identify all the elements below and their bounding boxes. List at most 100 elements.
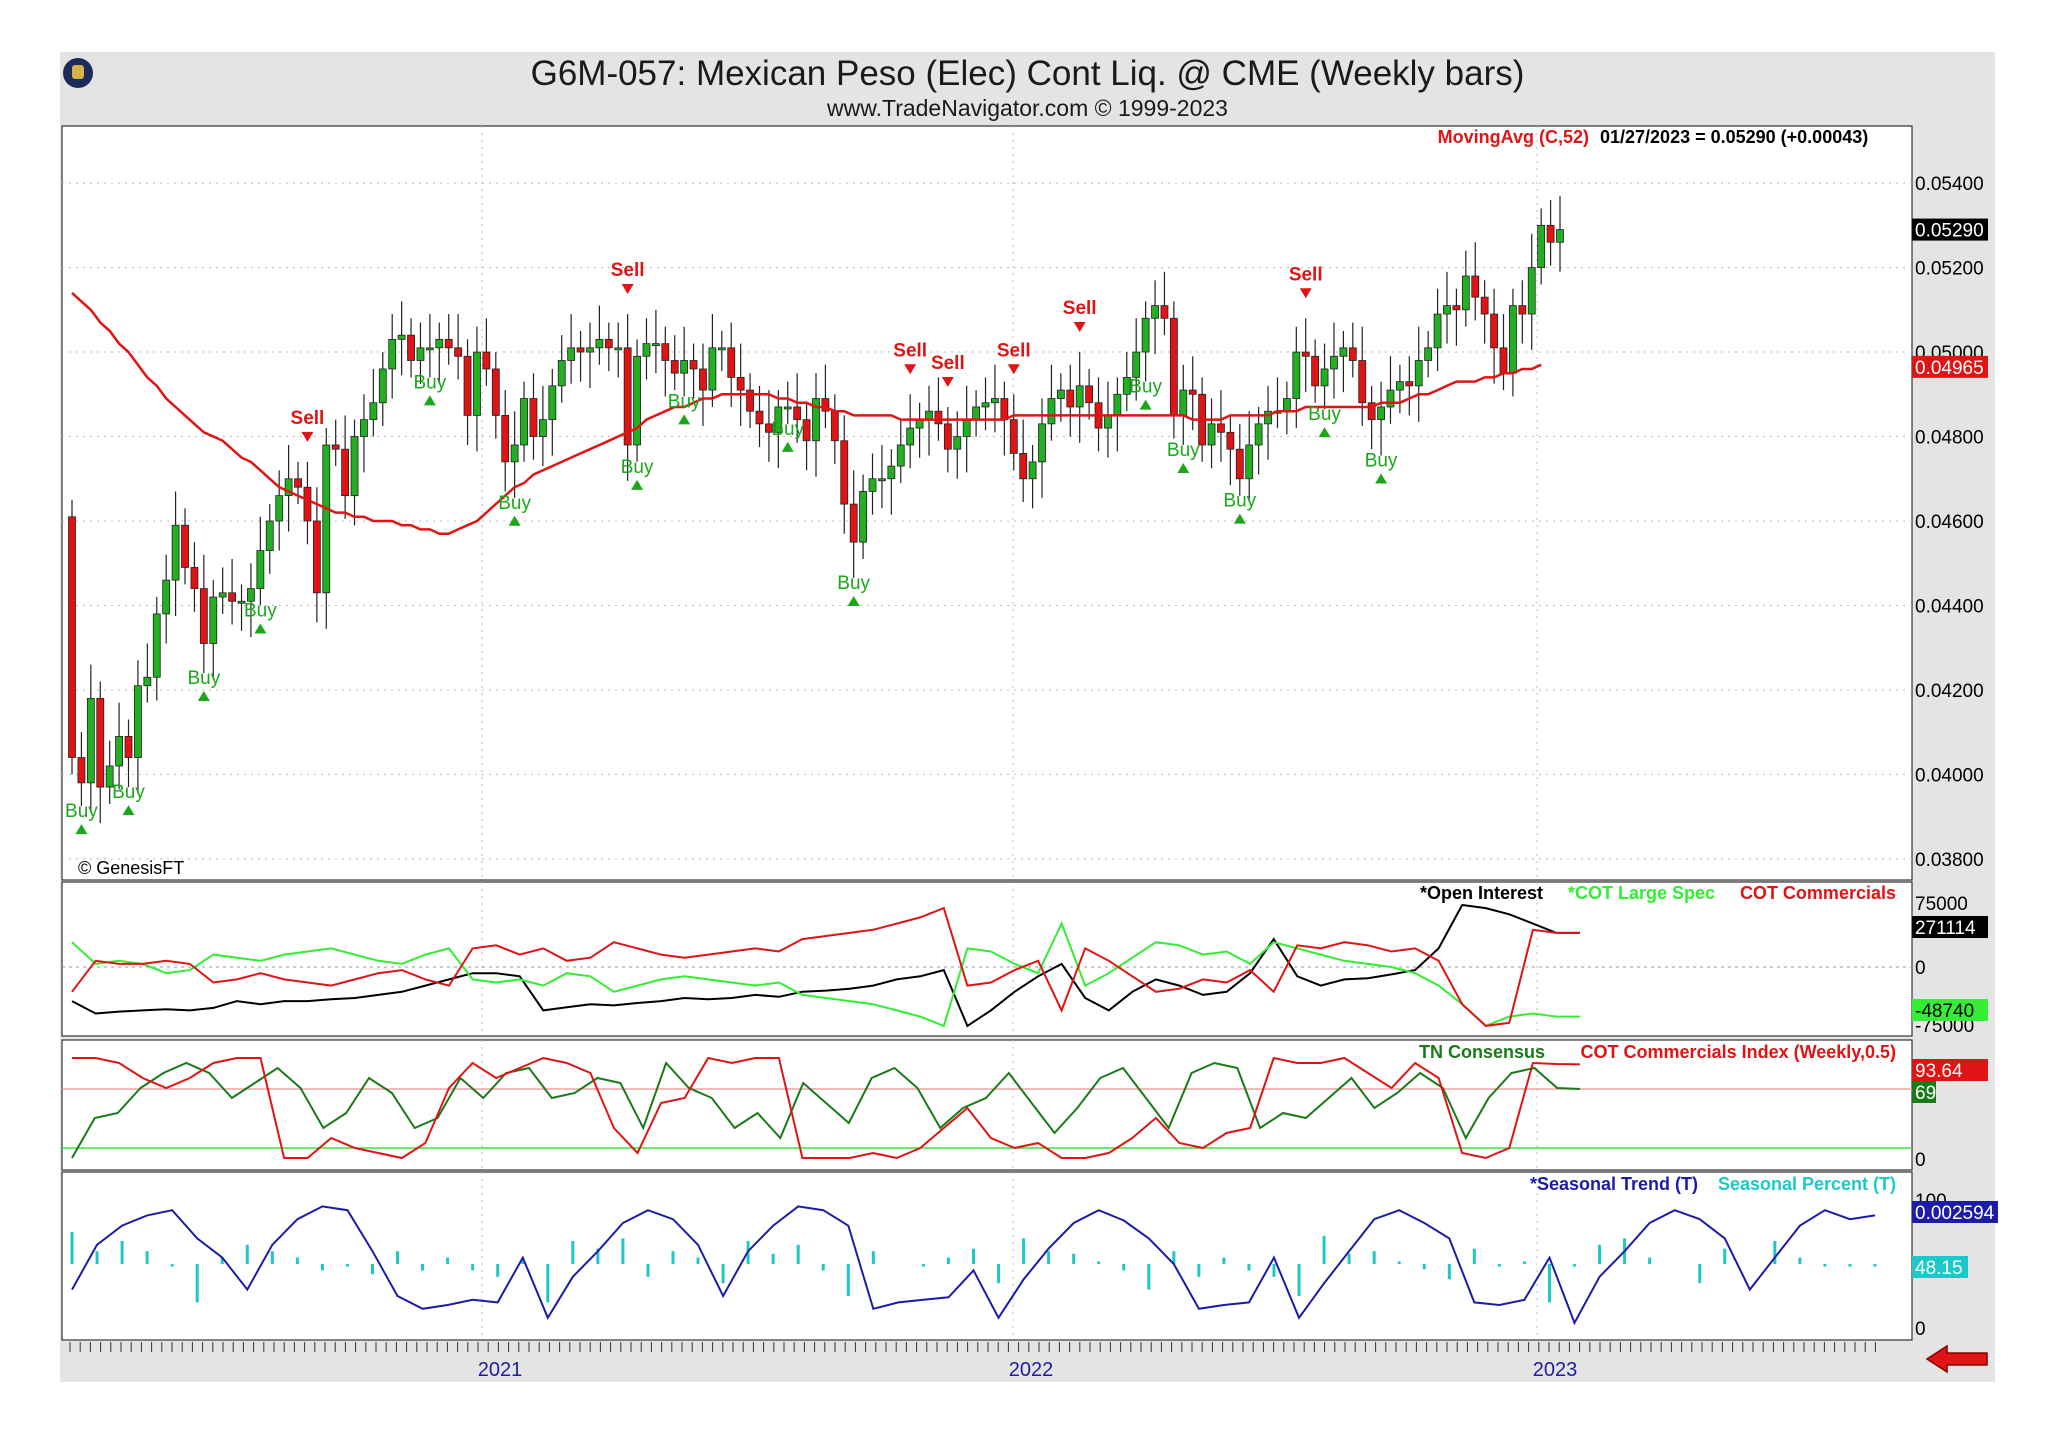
buy-signal-arrow-icon	[508, 515, 521, 526]
cot-index-value-box	[1912, 1059, 1988, 1081]
candle-body	[840, 440, 849, 505]
buy-signal-label: Buy	[1308, 404, 1341, 425]
candle-body	[360, 419, 368, 437]
buy-signal-label: Buy	[112, 782, 145, 803]
candle-body	[849, 503, 858, 543]
candle-body	[1028, 461, 1037, 480]
candle-body	[651, 343, 660, 347]
candle-body	[407, 334, 415, 361]
candle-body	[341, 448, 350, 497]
buy-signal-arrow-icon	[678, 414, 691, 425]
candle-body	[1226, 431, 1235, 450]
candle-body	[830, 410, 839, 442]
candle-body	[105, 765, 114, 788]
buy-signal-label: Buy	[1223, 491, 1256, 512]
candle-body	[962, 419, 971, 437]
candle-body	[134, 685, 142, 758]
cot-series-line	[71, 906, 1580, 1027]
candle-body	[1292, 351, 1301, 399]
candle-body	[275, 495, 284, 522]
candle-body	[1424, 347, 1433, 361]
seasonal-y-tick: 0	[1915, 1319, 1926, 1340]
candle-body	[1113, 393, 1122, 416]
sell-signal-arrow-icon	[621, 284, 634, 295]
candle-body	[1461, 275, 1470, 311]
candle-body	[586, 347, 594, 353]
cot-y-tick: -75000	[1915, 1016, 1974, 1037]
candle-body	[86, 697, 95, 784]
buy-signal-arrow-icon	[197, 691, 210, 702]
tn-consensus-value: 69	[1915, 1083, 1936, 1104]
candle-body	[162, 579, 171, 615]
candle-body	[435, 338, 444, 349]
candle-body	[765, 423, 773, 433]
seasonal-percent-legend: Seasonal Percent (T)	[1718, 1174, 1896, 1194]
candle-body	[1395, 381, 1404, 391]
candle-body	[953, 436, 962, 450]
candle-body	[312, 520, 321, 594]
candle-body	[1499, 347, 1508, 374]
candle-body	[943, 423, 952, 450]
candle-body	[1188, 389, 1197, 395]
consensus-y-tick: 0	[1915, 1150, 1926, 1171]
price-y-tick: 0.04600	[1915, 512, 1984, 533]
consensus-series-line	[71, 1061, 1581, 1159]
candle-body	[1217, 423, 1225, 433]
cot-y-tick: 75000	[1915, 894, 1968, 915]
candle-body	[77, 757, 86, 784]
candle-body	[1348, 347, 1357, 361]
candle-body	[934, 410, 943, 425]
candle-body	[425, 347, 434, 351]
buy-signal-arrow-icon	[1139, 399, 1152, 410]
ma-last-label: 0.04965	[1915, 358, 1984, 379]
candle-body	[96, 697, 105, 788]
candle-body	[774, 406, 783, 433]
sell-signal-label: Sell	[1063, 298, 1097, 319]
ma-legend-value: 01/27/2023 = 0.05290 (+0.00043)	[1600, 127, 1868, 147]
buy-signal-label: Buy	[668, 391, 701, 412]
candle-body	[1358, 360, 1367, 404]
candle-body	[1075, 385, 1084, 408]
consensus-series-line	[72, 1056, 1581, 1160]
candle-body	[115, 736, 123, 767]
price-y-tick: 0.04800	[1915, 428, 1984, 449]
candle-body	[915, 419, 924, 429]
sell-signal-arrow-icon	[904, 364, 917, 375]
candle-body	[1104, 415, 1112, 429]
candle-body	[887, 465, 896, 480]
candle-body	[736, 376, 745, 391]
candle-body	[812, 398, 820, 442]
buy-signal-arrow-icon	[1177, 462, 1190, 473]
candle-body	[1264, 410, 1272, 425]
sell-signal-arrow-icon	[1007, 364, 1020, 375]
candle-body	[717, 347, 726, 351]
candle-body	[1556, 229, 1564, 243]
cot-index-legend: COT Commercials Index (Weekly,0.5)	[1581, 1042, 1896, 1062]
candle-body	[482, 351, 491, 370]
candle-body	[199, 588, 208, 644]
candle-body	[727, 347, 736, 378]
candle-body	[322, 444, 331, 594]
candle-body	[247, 588, 255, 602]
sell-signal-label: Sell	[931, 353, 965, 374]
candle-body	[152, 613, 161, 678]
candle-body	[1207, 423, 1216, 446]
sell-signal-label: Sell	[291, 408, 325, 429]
candle-body	[1019, 453, 1028, 480]
buy-signal-arrow-icon	[1375, 473, 1388, 484]
candle-body	[1179, 389, 1188, 416]
scroll-left-arrow-icon[interactable]	[1925, 1344, 1989, 1374]
candle-body	[972, 406, 981, 421]
candle-body	[388, 338, 397, 370]
buy-signal-arrow-icon	[781, 441, 794, 452]
cot-legend-label: *COT Large Spec	[1568, 883, 1715, 903]
candle-body	[228, 592, 237, 602]
candle-body	[124, 736, 133, 758]
panel-seas	[61, 1171, 1913, 1341]
candle-body	[1132, 351, 1141, 378]
candle-body	[397, 334, 406, 340]
candle-body	[1386, 389, 1395, 408]
cot-legend-label: COT Commercials	[1740, 883, 1896, 903]
buy-signal-arrow-icon	[1318, 427, 1331, 438]
